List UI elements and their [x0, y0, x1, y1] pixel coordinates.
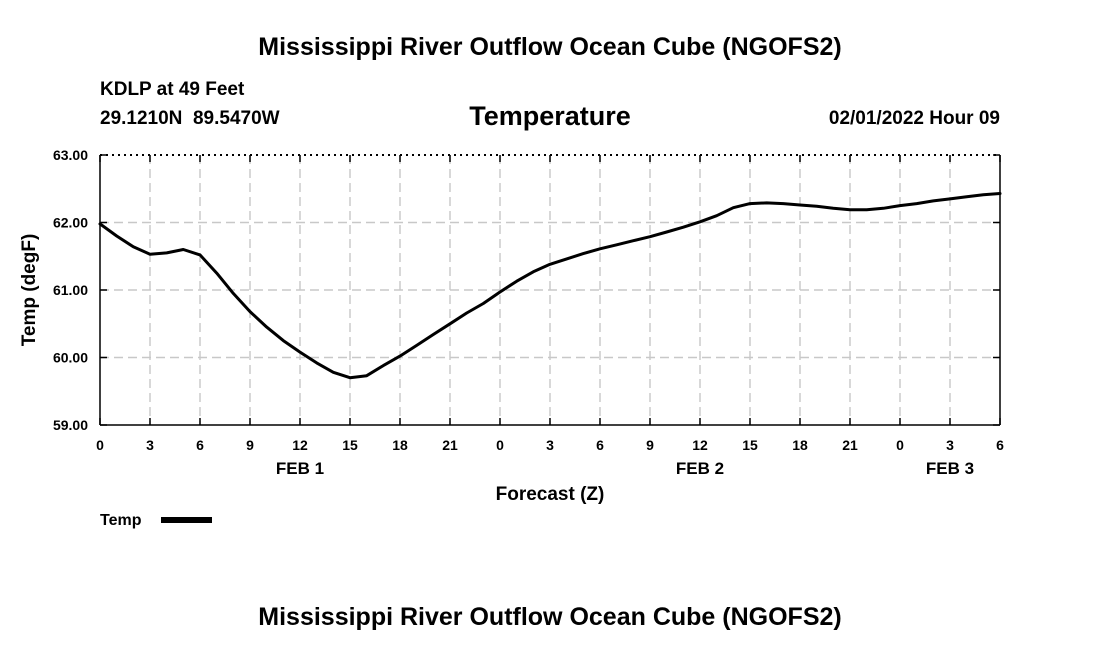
x-tick-label-15: 21 [842, 437, 858, 453]
footer-title: Mississippi River Outflow Ocean Cube (NG… [258, 603, 841, 631]
day-labels: FEB 1 FEB 2 FEB 3 [276, 459, 974, 478]
day-label-1: FEB 2 [676, 459, 724, 478]
x-tick-labels: 0 3 6 9 12 15 18 21 0 3 6 9 12 15 18 21 0 3 6 [96, 437, 1004, 453]
x-tick-label-13: 15 [742, 437, 758, 453]
y-axis-label: Temp (degF) [19, 234, 40, 347]
series-line-temp [98, 192, 1002, 380]
y-tick-label-1: 60.00 [53, 350, 88, 366]
x-tick-label-10: 6 [596, 437, 604, 453]
x-tick-label-12: 12 [692, 437, 708, 453]
legend-label-temp: Temp [100, 512, 142, 529]
x-tick-label-0: 0 [96, 437, 104, 453]
x-tick-label-18: 6 [996, 437, 1004, 453]
y-tick-labels: 59.00 60.00 61.00 62.00 63.00 [53, 147, 88, 433]
x-tick-label-1: 3 [146, 437, 154, 453]
x-tick-label-5: 15 [342, 437, 358, 453]
y-tick-label-4: 63.00 [53, 147, 88, 163]
variable-title: Temperature [469, 101, 631, 131]
x-tick-label-16: 0 [896, 437, 904, 453]
x-tick-label-8: 0 [496, 437, 504, 453]
x-tick-label-7: 21 [442, 437, 458, 453]
day-label-0: FEB 1 [276, 459, 324, 478]
legend: Temp [100, 512, 212, 529]
station-label: KDLP at 49 Feet [100, 79, 245, 100]
forecast-datetime: 02/01/2022 Hour 09 [829, 108, 1000, 129]
x-tick-label-11: 9 [646, 437, 654, 453]
x-tick-label-17: 3 [946, 437, 954, 453]
x-axis-label: Forecast (Z) [496, 484, 605, 505]
x-tick-label-14: 18 [792, 437, 808, 453]
grid-lines [100, 155, 1000, 425]
x-tick-label-4: 12 [292, 437, 308, 453]
coordinates-label: 29.1210N 89.5470W [100, 108, 280, 129]
axis-ticks [99, 154, 1001, 426]
main-title: Mississippi River Outflow Ocean Cube (NG… [258, 33, 841, 61]
x-tick-label-6: 18 [392, 437, 408, 453]
x-tick-label-9: 3 [546, 437, 554, 453]
x-tick-label-2: 6 [196, 437, 204, 453]
y-tick-label-3: 62.00 [53, 215, 88, 231]
y-tick-label-0: 59.00 [53, 417, 88, 433]
day-label-2: FEB 3 [926, 459, 974, 478]
y-tick-label-2: 61.00 [53, 282, 88, 298]
series-lines [98, 192, 1002, 380]
x-tick-label-3: 9 [246, 437, 254, 453]
